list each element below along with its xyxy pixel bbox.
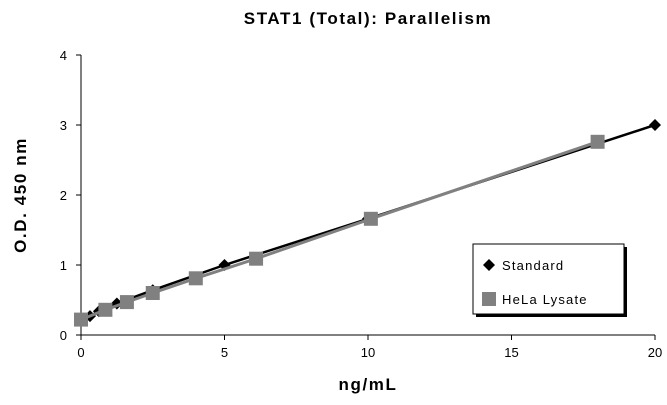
series-hela-lysate [74, 134, 605, 327]
x-tick-label: 15 [504, 345, 518, 360]
data-point [188, 271, 203, 286]
y-tick-label: 4 [60, 48, 67, 63]
legend-label: HeLa Lysate [502, 292, 588, 307]
y-axis-label: O.D. 450 nm [11, 137, 30, 253]
data-point [249, 251, 264, 266]
data-point [649, 119, 661, 131]
data-point [98, 302, 113, 317]
series-layer [74, 119, 661, 327]
data-point [119, 295, 134, 310]
legend-box-shadow-right [624, 247, 627, 317]
legend-box-shadow-bottom [476, 314, 627, 317]
legend-label: Standard [502, 258, 564, 273]
legend-marker-diamond [483, 259, 495, 271]
data-point [363, 211, 378, 226]
x-tick-label: 10 [361, 345, 375, 360]
data-point [145, 286, 160, 300]
y-tick-label: 3 [60, 118, 67, 133]
axes: 0 5 10 15 20 0 1 2 3 4 [60, 48, 662, 360]
legend-marker-square [482, 292, 496, 306]
data-point [590, 134, 605, 149]
data-point [74, 312, 88, 327]
x-tick-label: 20 [648, 345, 662, 360]
chart-title: STAT1 (Total): Parallelism [244, 9, 492, 28]
y-tick-label: 2 [60, 188, 67, 203]
legend-box [472, 243, 625, 315]
y-ticks: 0 1 2 3 4 [60, 48, 81, 343]
x-tick-label: 0 [77, 345, 84, 360]
y-tick-label: 0 [60, 328, 67, 343]
legend-items: Standard HeLa Lysate [482, 258, 588, 307]
y-tick-label: 1 [60, 258, 67, 273]
x-ticks: 0 5 10 15 20 [77, 335, 662, 360]
x-axis-label: ng/mL [339, 375, 398, 394]
legend: Standard HeLa Lysate [472, 243, 627, 317]
x-tick-label: 5 [221, 345, 228, 360]
